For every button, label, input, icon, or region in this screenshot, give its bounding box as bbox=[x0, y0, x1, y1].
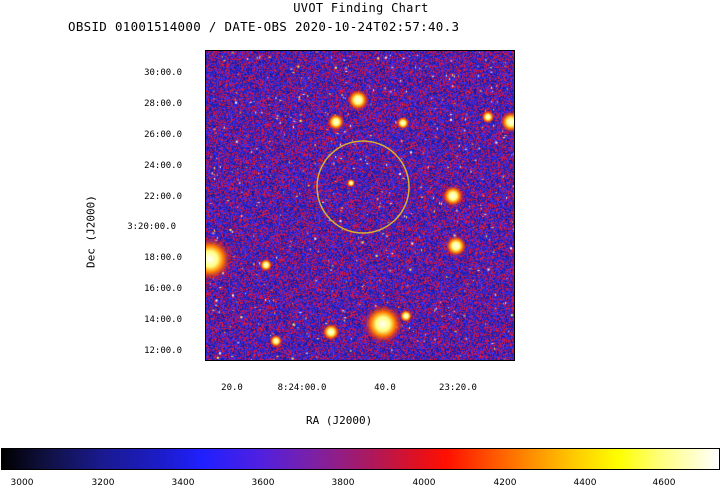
dec-tick-label: 24:00.0 bbox=[144, 161, 182, 171]
ra-tick-label: 40.0 bbox=[374, 383, 396, 393]
dec-tick-label: 14:00.0 bbox=[144, 315, 182, 325]
colorbar-tick-label: 3600 bbox=[251, 478, 275, 488]
dec-tick-label: 22:00.0 bbox=[144, 192, 182, 202]
colorbar-tick-label: 3000 bbox=[10, 478, 34, 488]
colorbar-tick-label: 4600 bbox=[652, 478, 676, 488]
dec-tick-label: 26:00.0 bbox=[144, 130, 182, 140]
chart-title: UVOT Finding Chart bbox=[293, 1, 429, 15]
dec-tick-label: 16:00.0 bbox=[144, 284, 182, 294]
dec-tick-label: 18:00.0 bbox=[144, 253, 182, 263]
colorbar-tick-label: 3800 bbox=[331, 478, 355, 488]
colorbar-tick-label: 4200 bbox=[493, 478, 517, 488]
dec-axis-label: Dec (J2000) bbox=[84, 195, 98, 268]
ra-tick-label: 20.0 bbox=[221, 383, 243, 393]
ra-axis-label: RA (J2000) bbox=[306, 414, 373, 427]
colorbar-tick-label: 4400 bbox=[573, 478, 597, 488]
source-region-circle bbox=[316, 140, 410, 234]
colorbar-tick-label: 3200 bbox=[91, 478, 115, 488]
ra-tick-label: 8:24:00.0 bbox=[277, 383, 327, 393]
ra-tick-label: 23:20.0 bbox=[439, 383, 477, 393]
sky-image[interactable] bbox=[205, 50, 515, 361]
sky-image-canvas bbox=[206, 51, 514, 360]
dec-tick-label: 12:00.0 bbox=[144, 346, 182, 356]
colorbar bbox=[1, 448, 720, 470]
dec-tick-label: 28:00.0 bbox=[144, 99, 182, 109]
source-region-overlay bbox=[316, 140, 410, 234]
dec-tick-label: 30:00.0 bbox=[144, 68, 182, 78]
dec-tick-label: 3:20:00.0 bbox=[127, 222, 176, 232]
chart-subtitle: OBSID 01001514000 / DATE-OBS 2020-10-24T… bbox=[68, 19, 460, 34]
colorbar-tick-label: 3400 bbox=[171, 478, 195, 488]
colorbar-tick-label: 4000 bbox=[412, 478, 436, 488]
